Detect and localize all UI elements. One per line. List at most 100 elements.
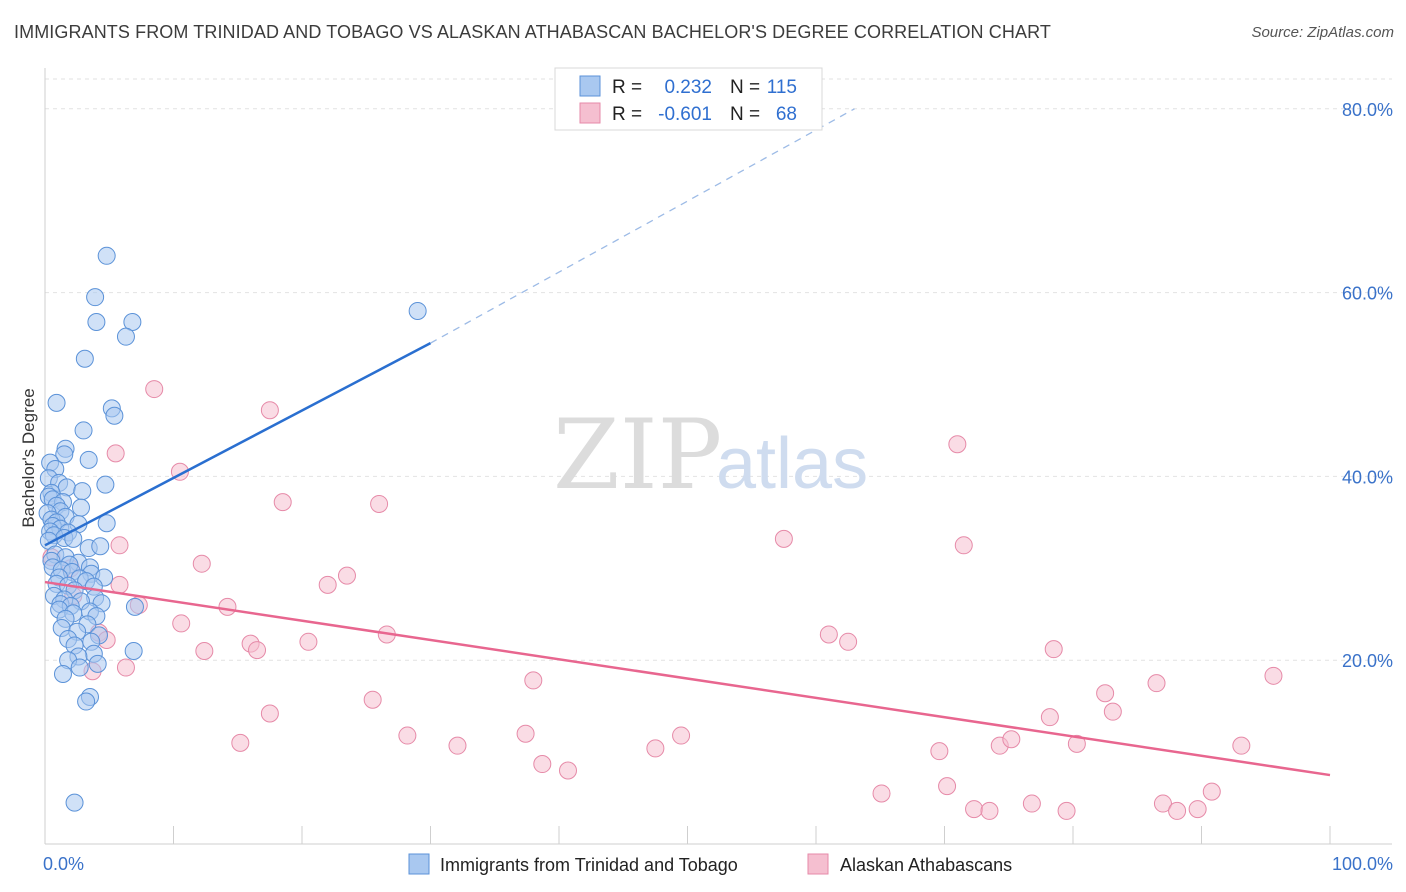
bottom-legend-swatch-blue xyxy=(408,853,430,875)
blue-point xyxy=(105,406,124,425)
blue-point xyxy=(87,312,106,331)
pink-point xyxy=(1168,801,1187,820)
pink-point xyxy=(1067,734,1086,753)
pink-point xyxy=(516,724,535,743)
blue-point xyxy=(57,478,76,497)
blue-point xyxy=(70,658,89,677)
blue-point xyxy=(91,537,110,556)
watermark-zip: ZIP xyxy=(553,399,722,511)
pink-point xyxy=(110,536,129,555)
blue-point xyxy=(71,498,90,517)
blue-trend-extension xyxy=(430,108,855,344)
pink-point xyxy=(145,380,164,399)
pink-point xyxy=(948,435,967,454)
pink-point xyxy=(938,777,957,796)
legend-n-value-1: 115 xyxy=(767,77,797,98)
pink-point xyxy=(1040,708,1059,727)
blue-point xyxy=(408,301,427,320)
pink-point xyxy=(172,614,191,633)
bottom-legend-swatch-pink xyxy=(807,853,829,875)
blue-point xyxy=(73,482,92,501)
y-tick-label: 40.0% xyxy=(1342,467,1393,487)
blue-point xyxy=(79,450,98,469)
pink-point xyxy=(819,625,838,644)
legend-n-value-2: 68 xyxy=(776,104,797,125)
blue-point xyxy=(47,393,66,412)
pink-point xyxy=(363,690,382,709)
bottom-legend: Immigrants from Trinidad and Tobago Alas… xyxy=(408,853,1012,875)
pink-point xyxy=(1096,684,1115,703)
pink-point xyxy=(1002,730,1021,749)
blue-point xyxy=(116,327,135,346)
legend-r-label-1: R = xyxy=(612,77,642,98)
legend-box: R = 0.232 N = 115 R = -0.601 N = 68 xyxy=(554,67,823,131)
pink-point xyxy=(110,575,129,594)
pink-point xyxy=(1044,640,1063,659)
pink-point xyxy=(1022,794,1041,813)
pink-point xyxy=(1202,782,1221,801)
blue-point xyxy=(124,642,143,660)
x-tick-label-max: 100.0% xyxy=(1332,854,1393,874)
pink-point xyxy=(558,761,577,780)
pink-point xyxy=(273,493,292,512)
pink-point xyxy=(646,739,665,758)
chart-title: IMMIGRANTS FROM TRINIDAD AND TOBAGO VS A… xyxy=(14,22,1051,42)
y-tick-label: 20.0% xyxy=(1342,651,1393,671)
blue-point xyxy=(74,421,93,440)
blue-point xyxy=(97,246,116,265)
blue-point xyxy=(55,445,74,464)
pink-point xyxy=(106,444,125,463)
y-axis-label: Bachelor's Degree xyxy=(19,388,38,527)
pink-point xyxy=(448,736,467,755)
blue-point xyxy=(88,654,107,673)
pink-point xyxy=(116,658,135,677)
chart-source: Source: ZipAtlas.com xyxy=(1251,24,1394,41)
pink-points-group xyxy=(42,380,1283,820)
pink-point xyxy=(231,733,250,752)
blue-point xyxy=(77,692,96,711)
legend-n-label-2: N = xyxy=(730,104,760,125)
blue-trend-line xyxy=(44,342,432,547)
blue-points-group xyxy=(38,246,427,812)
blue-point xyxy=(125,597,144,616)
pink-point xyxy=(299,632,318,651)
pink-trend-line xyxy=(44,580,1331,777)
legend-r-value-2: -0.601 xyxy=(658,104,712,125)
blue-point xyxy=(86,288,105,307)
pink-point xyxy=(774,529,793,548)
pink-point xyxy=(260,401,279,420)
pink-point xyxy=(195,642,214,660)
pink-point xyxy=(1188,800,1207,819)
pink-point xyxy=(260,704,279,723)
legend-n-label-1: N = xyxy=(730,77,760,98)
blue-point xyxy=(97,514,116,533)
pink-point xyxy=(1153,794,1172,813)
pink-point xyxy=(533,755,552,774)
pink-point xyxy=(337,566,356,585)
pink-point xyxy=(980,801,999,820)
legend-swatch-blue xyxy=(579,75,601,97)
pink-point xyxy=(370,494,389,513)
pink-point xyxy=(672,726,691,745)
grid-layer xyxy=(45,78,1392,661)
pink-point xyxy=(318,575,337,594)
pink-point xyxy=(1103,702,1122,721)
legend-r-value-1: 0.232 xyxy=(664,77,712,98)
pink-point xyxy=(192,554,211,573)
pink-point xyxy=(872,784,891,803)
bottom-legend-label-pink: Alaskan Athabascans xyxy=(840,855,1012,875)
pink-point xyxy=(248,641,267,660)
watermark-atlas: atlas xyxy=(716,424,868,504)
pink-point xyxy=(839,632,858,651)
pink-point xyxy=(965,800,984,819)
x-tick-label-min: 0.0% xyxy=(43,854,84,874)
blue-point xyxy=(53,664,72,683)
pink-point xyxy=(1057,801,1076,820)
bottom-legend-label-blue: Immigrants from Trinidad and Tobago xyxy=(440,855,738,875)
blue-point xyxy=(75,349,94,368)
pink-point xyxy=(218,597,237,616)
legend-swatch-pink xyxy=(579,102,601,124)
trend-layer xyxy=(44,108,1331,777)
